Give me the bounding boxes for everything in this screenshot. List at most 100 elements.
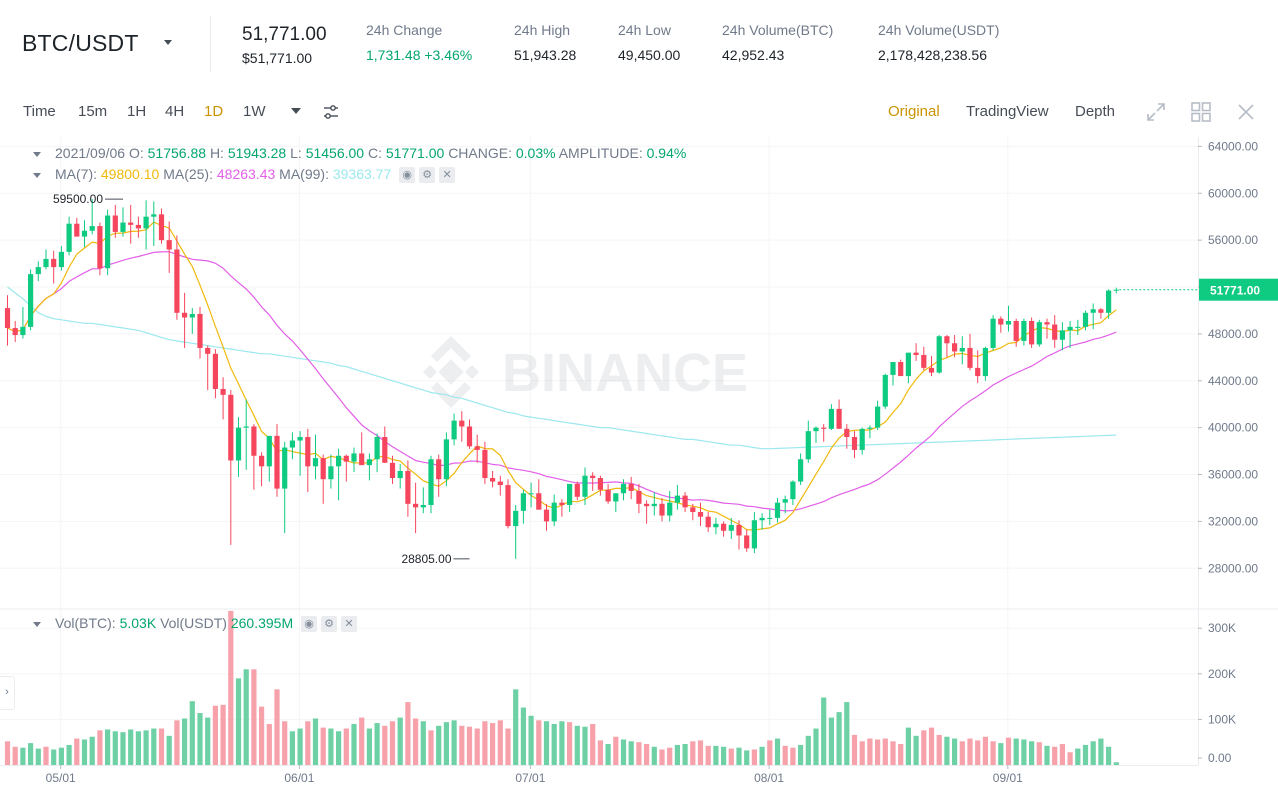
candle-body <box>774 502 781 518</box>
interval-4h[interactable]: 4H <box>165 103 185 120</box>
candle-body <box>913 352 919 355</box>
volume-bar <box>705 745 711 765</box>
volume-bar <box>1052 746 1058 765</box>
volume-bar <box>628 741 634 765</box>
interval-1w[interactable]: 1W <box>243 103 266 120</box>
candle-body <box>898 362 904 377</box>
candle-body <box>397 471 403 479</box>
candle-body <box>528 493 534 495</box>
volume-bar <box>389 721 396 765</box>
volume-bar <box>620 739 627 765</box>
candle-body <box>644 503 650 507</box>
candle-body <box>251 426 257 456</box>
volume-bar <box>128 729 134 765</box>
candle-body <box>713 523 719 528</box>
candle-body <box>205 347 211 354</box>
expand-panel-chevron-icon[interactable]: › <box>0 676 15 710</box>
volume-collapse-icon[interactable] <box>33 621 41 627</box>
stat-value: 51,943.28 <box>514 47 577 63</box>
candle-body <box>1052 324 1058 340</box>
stat-label: 24h Change <box>366 22 443 38</box>
candle-body <box>690 507 696 513</box>
price-tick-label: 44000.00 <box>1208 374 1258 388</box>
volume-bar <box>1106 746 1112 765</box>
volume-bar <box>805 735 811 765</box>
legend-open-label: O: <box>128 145 144 161</box>
volume-settings-icon[interactable]: ⚙ <box>321 616 338 633</box>
ma-collapse-icon[interactable] <box>33 172 41 178</box>
interval-time[interactable]: Time <box>23 103 56 120</box>
candle-body <box>97 226 103 269</box>
candle-body <box>952 343 958 352</box>
stat-24h-high: 24h High 51,943.28 <box>514 22 576 63</box>
trading-pair-title[interactable]: BTC/USDT <box>22 30 139 56</box>
candle-body <box>1113 289 1119 291</box>
candle-body <box>674 495 680 503</box>
ma-remove-icon[interactable]: ✕ <box>439 167 456 184</box>
candle-body <box>620 483 627 494</box>
candle-body <box>736 524 742 536</box>
candle-body <box>451 420 457 440</box>
candle-body <box>174 249 180 313</box>
indicator-settings-icon[interactable] <box>322 103 340 121</box>
volume-visibility-icon[interactable]: ◉ <box>301 616 318 633</box>
volume-bar <box>882 738 888 765</box>
kline-chart-canvas[interactable]: BINANCE 64000.0060000.0056000.0052000.00… <box>0 136 1278 797</box>
candle-body <box>220 388 226 395</box>
candle-body <box>836 408 842 429</box>
view-tradingview-tab[interactable]: TradingView <box>966 103 1049 120</box>
price-tick-label: 28000.00 <box>1208 561 1258 575</box>
legend-collapse-icon[interactable] <box>33 151 41 157</box>
layout-grid-icon[interactable] <box>1190 101 1212 123</box>
candle-body <box>289 440 295 448</box>
volume-bar <box>374 723 380 765</box>
ma-settings-icon[interactable]: ⚙ <box>419 167 436 184</box>
time-tick-label: 09/01 <box>993 771 1023 785</box>
interval-15m[interactable]: 15m <box>78 103 108 120</box>
fullscreen-icon[interactable] <box>1145 101 1167 123</box>
volume-bar <box>413 718 419 765</box>
candle-body <box>389 462 396 479</box>
interval-1d[interactable]: 1D <box>204 103 224 120</box>
ma25-path <box>7 251 1117 512</box>
volume-bar <box>89 736 95 765</box>
candle-body <box>112 215 118 232</box>
ma-visibility-icon[interactable]: ◉ <box>399 167 416 184</box>
candle-body <box>659 503 665 516</box>
volume-bar <box>490 723 496 765</box>
interval-1h[interactable]: 1H <box>127 103 147 120</box>
volume-bar <box>174 720 180 765</box>
volume-remove-icon[interactable]: ✕ <box>341 616 358 633</box>
candle-body <box>405 471 411 504</box>
volume-bar <box>1013 738 1019 765</box>
volume-bar <box>251 669 257 765</box>
volume-bar <box>551 723 557 765</box>
view-original-tab[interactable]: Original <box>888 103 940 120</box>
volume-bar <box>821 697 827 765</box>
candle-body <box>975 367 981 377</box>
candle-body <box>35 267 41 275</box>
kline-chart[interactable]: BINANCE 64000.0060000.0056000.0052000.00… <box>0 136 1278 797</box>
more-intervals-icon[interactable] <box>291 108 301 114</box>
volume-bar <box>898 744 904 765</box>
candle-body <box>828 408 834 429</box>
legend-low-value: 51456.00 <box>305 145 365 161</box>
candle-body <box>158 214 165 241</box>
candle-body <box>1098 309 1104 313</box>
volume-bar <box>120 732 126 765</box>
volume-bar <box>636 742 642 765</box>
candle-body <box>189 313 195 318</box>
volume-bar <box>1005 737 1012 765</box>
volume-bar <box>43 746 49 765</box>
close-icon[interactable] <box>1236 102 1256 122</box>
candle-body <box>921 354 927 368</box>
ma7-label: MA(7): <box>55 166 97 182</box>
pair-dropdown-icon[interactable] <box>164 40 172 45</box>
stat-label: 24h High <box>514 22 571 38</box>
legend-amplitude-value: 0.94% <box>646 145 687 161</box>
legend-high-value: 51943.28 <box>227 145 287 161</box>
view-depth-tab[interactable]: Depth <box>1075 103 1116 120</box>
price-tick-label: 60000.00 <box>1208 186 1258 200</box>
volume-bar <box>497 720 503 765</box>
volume-bars <box>4 610 1119 765</box>
